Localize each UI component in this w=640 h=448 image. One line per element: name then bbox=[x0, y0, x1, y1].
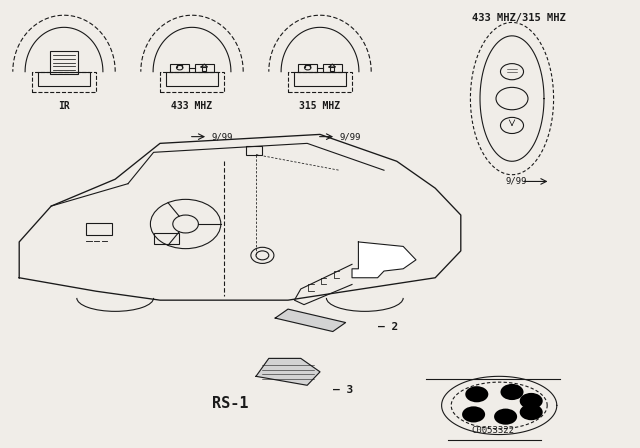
Circle shape bbox=[465, 386, 488, 402]
Text: IR: IR bbox=[58, 101, 70, 111]
Bar bbox=[288, 72, 352, 92]
Bar bbox=[38, 72, 90, 86]
Bar bbox=[323, 64, 342, 72]
Bar bbox=[154, 233, 179, 244]
Bar bbox=[195, 64, 214, 72]
Circle shape bbox=[520, 393, 543, 409]
Bar bbox=[294, 72, 346, 86]
Circle shape bbox=[500, 384, 524, 400]
Bar bbox=[32, 72, 96, 92]
Text: 433 MHZ/315 MHZ: 433 MHZ/315 MHZ bbox=[472, 13, 565, 23]
Bar bbox=[166, 72, 218, 86]
Text: 9/99: 9/99 bbox=[211, 132, 233, 141]
Text: — 2: — 2 bbox=[378, 322, 398, 332]
Text: RS-1: RS-1 bbox=[212, 396, 249, 411]
Bar bbox=[298, 64, 317, 72]
Circle shape bbox=[494, 409, 517, 425]
Polygon shape bbox=[256, 358, 320, 385]
Bar bbox=[246, 146, 262, 155]
Bar bbox=[160, 72, 224, 92]
Bar bbox=[330, 67, 334, 70]
Text: 433 MHZ: 433 MHZ bbox=[172, 101, 212, 111]
Bar bbox=[202, 67, 206, 70]
Circle shape bbox=[462, 406, 485, 422]
Text: C0053322: C0053322 bbox=[471, 426, 515, 435]
Bar bbox=[86, 223, 112, 235]
Bar bbox=[170, 64, 189, 72]
Text: — 3: — 3 bbox=[333, 385, 353, 395]
Bar bbox=[50, 52, 78, 74]
Text: 9/99: 9/99 bbox=[339, 132, 361, 141]
Circle shape bbox=[520, 404, 543, 420]
Text: 9/99: 9/99 bbox=[506, 177, 527, 186]
Polygon shape bbox=[352, 242, 416, 278]
Polygon shape bbox=[275, 309, 346, 332]
Text: 315 MHZ: 315 MHZ bbox=[300, 101, 340, 111]
